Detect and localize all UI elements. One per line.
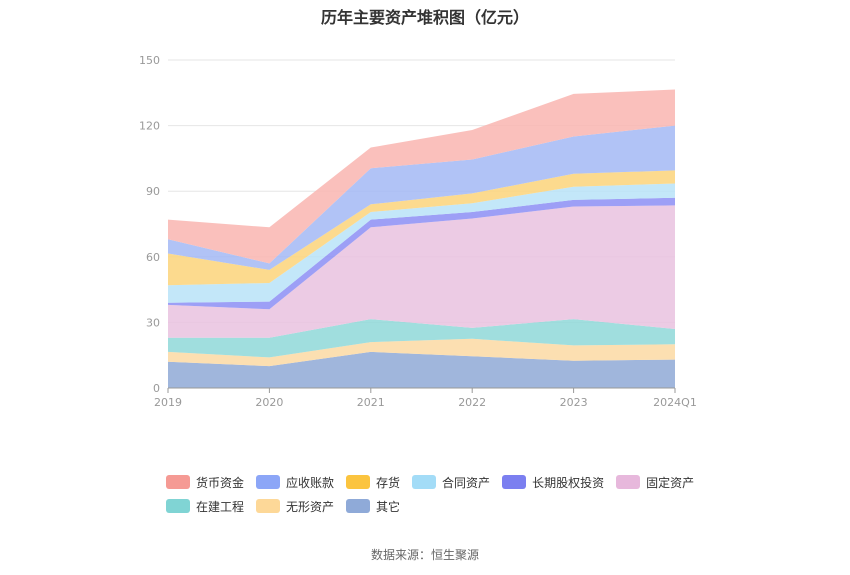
legend-item[interactable]: 存货: [346, 474, 400, 490]
legend-label: 固定资产: [646, 475, 695, 490]
x-tick-label: 2023: [560, 396, 588, 409]
legend-swatch: [412, 475, 437, 489]
legend-label: 其它: [376, 499, 401, 514]
x-tick-label: 2019: [154, 396, 182, 409]
legend-item[interactable]: 应收账款: [256, 474, 334, 490]
legend-row-1: 货币资金 应收账款 存货 合同资产 长期股权投资 固定资产: [166, 474, 726, 498]
axes: 0 30 60 90 120 150 2019 2020 2021 2022 2023 2024Q1: [139, 54, 697, 409]
legend: 货币资金 应收账款 存货 合同资产 长期股权投资 固定资产 在建工程 无形资产 其它: [166, 474, 726, 522]
x-tick-label: 2021: [357, 396, 385, 409]
y-tick-label: 0: [153, 382, 160, 395]
legend-label: 货币资金: [196, 475, 245, 490]
x-tick-label: 2024Q1: [653, 396, 697, 409]
legend-label: 无形资产: [286, 499, 335, 514]
chart-title: 历年主要资产堆积图（亿元）: [320, 8, 529, 27]
legend-item[interactable]: 货币资金: [166, 474, 244, 490]
legend-swatch: [346, 499, 371, 513]
legend-swatch: [166, 499, 190, 513]
legend-label: 在建工程: [196, 499, 245, 514]
y-tick-label: 90: [146, 185, 160, 198]
legend-swatch: [346, 475, 371, 489]
legend-swatch: [616, 475, 641, 489]
area-series-3: [168, 319, 675, 358]
area-series: [168, 89, 675, 388]
legend-item[interactable]: 无形资产: [256, 498, 334, 514]
legend-label: 合同资产: [442, 475, 491, 490]
area-series-8: [168, 125, 675, 270]
legend-item[interactable]: 合同资产: [412, 474, 490, 490]
area-series-1: [168, 351, 675, 388]
area-series-5: [168, 197, 675, 310]
legend-label: 应收账款: [286, 475, 335, 490]
area-series-2: [168, 338, 675, 367]
y-tick-label: 150: [139, 54, 160, 67]
legend-swatch: [256, 499, 281, 513]
data-source: 数据来源：恒生聚源: [370, 548, 479, 562]
area-series-4: [168, 205, 675, 338]
legend-item[interactable]: 固定资产: [616, 474, 694, 490]
y-tick-label: 120: [139, 120, 160, 133]
legend-swatch: [256, 475, 281, 489]
legend-item[interactable]: 在建工程: [166, 498, 244, 514]
x-tick-label: 2022: [458, 396, 486, 409]
legend-label: 存货: [376, 475, 401, 490]
area-series-9: [168, 89, 675, 264]
area-series-7: [168, 170, 675, 286]
area-series-6: [168, 183, 675, 303]
x-tick-label: 2020: [255, 396, 283, 409]
legend-swatch: [166, 475, 190, 489]
legend-label: 长期股权投资: [532, 475, 605, 490]
legend-row-2: 在建工程 无形资产 其它: [166, 498, 726, 522]
y-tick-label: 60: [146, 251, 160, 264]
y-tick-label: 30: [146, 316, 160, 329]
stacked-area-chart: 0 30 60 90 120 150 2019 2020 2021 2022 2023 2024Q1: [139, 54, 697, 409]
legend-item[interactable]: 长期股权投资: [502, 474, 604, 490]
legend-item[interactable]: 其它: [346, 498, 400, 514]
legend-swatch: [502, 475, 527, 489]
